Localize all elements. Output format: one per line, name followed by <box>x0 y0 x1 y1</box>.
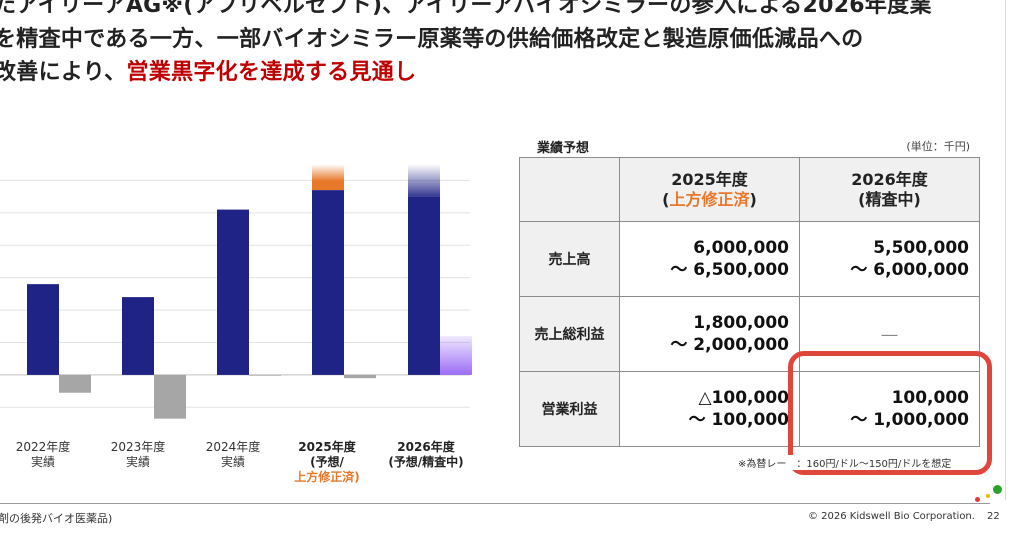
value-line: 5,500,000 <box>873 238 969 258</box>
header-status-revised: 上方修正済 <box>669 189 750 209</box>
cell-operating-profit-2026: 100,000 ～ 1,000,000 <box>799 371 980 447</box>
x-label-2022: 2022年度 実績 <box>0 440 93 470</box>
value-line: △100,000 <box>698 388 789 408</box>
forecast-table-title: 業績予想 <box>537 141 590 156</box>
forecast-table-unit: (単位：千円) <box>906 140 970 153</box>
bar-operating-profit <box>249 374 281 376</box>
cell-sales-2025: 6,000,000 ～ 6,500,000 <box>619 221 800 297</box>
logo-dot-green-icon <box>993 485 1002 494</box>
x-label-line: (予想/ <box>310 455 344 469</box>
bar-operating-profit <box>154 374 186 419</box>
x-label-line: 2024年度 <box>205 440 261 454</box>
x-label-line: 実績 <box>30 455 55 469</box>
headline-highlight: 営業黒字化を達成する見通し <box>126 60 417 85</box>
x-label-line: 2025年度 <box>298 440 356 454</box>
x-label-line: 2022年度 <box>15 440 71 454</box>
x-label-line: 上方修正済) <box>294 470 360 484</box>
headline-line-3: 改善により、営業黒字化を達成する見通し <box>0 54 416 86</box>
table-row: 営業利益 △100,000 ～ 100,000 100,000 ～ 1,000,… <box>519 371 980 447</box>
bar-uncertainty-range <box>408 164 440 197</box>
value-line: 100,000 <box>891 388 969 408</box>
value-line: ～ 6,000,000 <box>850 260 969 280</box>
value-line: ～ 1,000,000 <box>850 410 969 430</box>
table-header-2025: 2025年度 (上方修正済) <box>619 157 800 222</box>
page-number: 22 <box>987 511 1000 522</box>
results-chart <box>0 164 472 419</box>
x-label-line: 2026年度 <box>397 440 455 454</box>
table-header-2026: 2026年度 (精査中) <box>799 157 980 222</box>
x-label-line: 実績 <box>125 455 150 469</box>
value-line: ～ 6,500,000 <box>670 260 789 280</box>
cell-sales-2026: 5,500,000 ～ 6,000,000 <box>799 221 980 297</box>
footer-footnote: 剤の後発バイオ医薬品) <box>0 512 113 525</box>
footer-divider <box>0 503 990 504</box>
slide-right-border <box>1005 0 1006 500</box>
bar-sales <box>122 297 154 375</box>
headline-line-3-prefix: 改善により、 <box>0 60 127 85</box>
table-row: 売上総利益 1,800,000 ～ 2,000,000 ― <box>519 296 980 372</box>
bar-sales <box>217 209 249 375</box>
table-header-corner <box>519 157 620 222</box>
bar-operating-profit <box>344 374 376 379</box>
table-row: 売上高 6,000,000 ～ 6,500,000 5,500,000 ～ 6,… <box>519 221 980 297</box>
cell-operating-profit-2025: △100,000 ～ 100,000 <box>619 371 800 447</box>
chart-bars <box>27 164 472 419</box>
bar-sales <box>312 190 344 375</box>
table-header-row: 2025年度 (上方修正済) 2026年度 (精査中) <box>519 157 980 222</box>
logo-dot-yellow-icon <box>986 494 990 498</box>
headline-line-2: を精査中である一方、一部バイオシミラー原薬等の供給価格改定と製造原価低減品への <box>0 27 864 52</box>
x-label-2024: 2024年度 実績 <box>183 440 283 470</box>
x-label-2023: 2023年度 実績 <box>88 440 188 470</box>
x-label-line: 2023年度 <box>110 440 166 454</box>
value-line: 6,000,000 <box>693 238 789 258</box>
header-status: (上方修正済) <box>620 190 799 210</box>
value-line: 1,800,000 <box>693 313 789 333</box>
value-line: ～ 100,000 <box>688 410 789 430</box>
bar-operating-profit <box>59 374 91 393</box>
forecast-table: 2025年度 (上方修正済) 2026年度 (精査中) 売上高 6,000,00… <box>519 157 980 447</box>
x-label-2026: 2026年度 (予想/精査中) <box>374 440 478 470</box>
bar-operating-profit <box>440 336 472 375</box>
fx-rate-note: ※為替レー ：160円/ドル～150円/ドルを想定 <box>736 455 954 470</box>
header-paren-close: ) <box>749 189 757 209</box>
x-label-line: (予想/精査中) <box>388 455 464 469</box>
headline-line-1: たアイリーアAG※(アフリベルセプト)、アイリーアバイオシミラーの参入による20… <box>0 0 932 18</box>
row-label-sales: 売上高 <box>519 221 620 297</box>
row-label-gross-profit: 売上総利益 <box>519 296 620 372</box>
header-year: 2025年度 <box>671 169 748 189</box>
header-paren-open: ( <box>662 189 670 209</box>
bar-sales <box>27 284 59 375</box>
value-line: ～ 2,000,000 <box>670 335 789 355</box>
header-year: 2026年度 <box>851 169 928 189</box>
footer-copyright: © 2026 Kidswell Bio Corporation. <box>808 511 975 522</box>
bar-uncertainty-range <box>312 164 344 191</box>
bar-sales <box>408 196 440 375</box>
row-label-operating-profit: 営業利益 <box>519 371 620 447</box>
logo-dot-red-icon <box>975 497 980 502</box>
cell-gross-profit-2025: 1,800,000 ～ 2,000,000 <box>619 296 800 372</box>
x-label-line: 実績 <box>220 455 245 469</box>
header-status: (精査中) <box>858 189 921 209</box>
operating-profit-highlight-box <box>788 351 992 475</box>
x-label-2025: 2025年度 (予想/ 上方修正済) <box>277 440 377 485</box>
